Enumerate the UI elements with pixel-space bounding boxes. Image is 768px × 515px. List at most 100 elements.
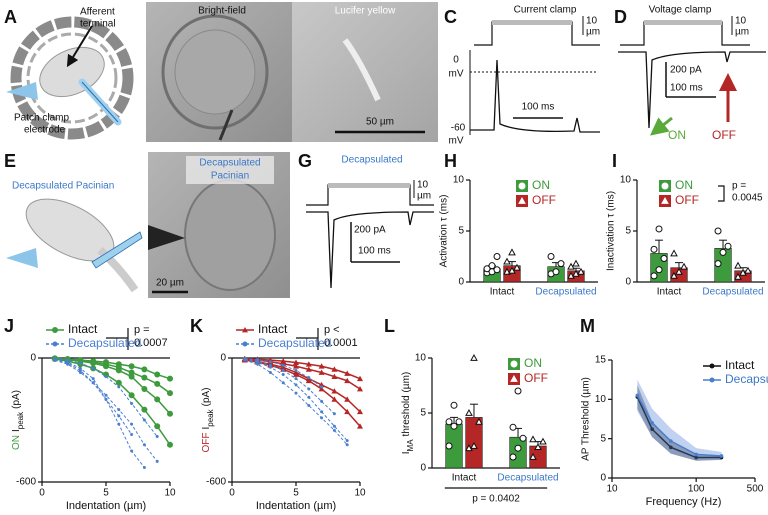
data-point xyxy=(694,455,698,460)
data-point xyxy=(117,408,121,412)
data-point xyxy=(281,373,285,377)
data-point xyxy=(53,357,57,361)
error-bar xyxy=(507,261,516,266)
data-point xyxy=(256,358,260,362)
data-point xyxy=(675,267,683,275)
panel-label: E xyxy=(4,151,16,171)
data-point xyxy=(734,272,742,280)
data-point xyxy=(475,417,483,425)
axis-label: mV xyxy=(449,136,464,147)
bar xyxy=(509,436,527,469)
data-point xyxy=(267,357,274,363)
data-point xyxy=(91,377,95,381)
data-point xyxy=(450,422,458,430)
legend-label: OFF xyxy=(524,371,548,385)
data-point xyxy=(307,376,311,380)
data-point xyxy=(294,368,298,372)
data-point xyxy=(547,253,555,260)
data-point xyxy=(155,435,159,439)
legend-marker xyxy=(518,196,526,204)
data-point xyxy=(104,393,108,397)
data-point xyxy=(141,374,148,381)
y-tick-label: 10 xyxy=(595,394,607,405)
x-tick-label: 5 xyxy=(103,488,109,499)
y-tick-label: -600 xyxy=(206,477,226,488)
y-tick-label: 0 xyxy=(420,463,426,474)
scale-label: µm xyxy=(586,27,600,38)
data-point xyxy=(655,225,663,233)
annotation: Decapsulated Pacinian xyxy=(12,181,114,192)
data-point xyxy=(268,360,272,364)
data-point xyxy=(650,427,654,432)
y-axis-label-part: (pA) xyxy=(201,387,212,406)
scale-bar-label: 50 µm xyxy=(366,117,394,128)
y-axis-label: AP Threshold (µm) xyxy=(581,377,592,461)
data-point xyxy=(719,454,724,458)
panel-label: K xyxy=(190,316,203,336)
data-point xyxy=(78,366,82,370)
data-point xyxy=(256,362,260,366)
micrograph-f: Decapsulated Pacinian 20 µm xyxy=(148,152,290,298)
y-tick-label: 0 xyxy=(600,473,606,484)
data-point xyxy=(503,257,511,265)
panel-label: C xyxy=(444,7,457,27)
y-tick-label: 10 xyxy=(415,353,427,364)
y-tick-label: 0 xyxy=(220,353,226,364)
data-point xyxy=(130,422,134,426)
data-point xyxy=(552,268,560,276)
scale-bar-label: 20 µm xyxy=(156,278,184,289)
data-point xyxy=(557,260,565,268)
data-point xyxy=(77,357,84,364)
annotation: p = xyxy=(732,181,746,192)
data-point xyxy=(268,370,272,374)
x-tick-label: 10 xyxy=(164,488,176,499)
data-point xyxy=(670,271,678,279)
y-tick-label: 10 xyxy=(453,175,465,186)
y-tick-label: 0 xyxy=(458,277,464,288)
trace-title: Decapsulated xyxy=(341,155,402,166)
data-point xyxy=(332,412,336,416)
data-point xyxy=(357,408,363,415)
data-point xyxy=(513,263,521,271)
data-point xyxy=(445,418,453,426)
data-point xyxy=(577,267,585,275)
legend-marker xyxy=(709,377,715,383)
data-point xyxy=(141,366,148,373)
data-point xyxy=(294,391,298,395)
x-tick-label: Decapsulated xyxy=(497,473,558,484)
data-point xyxy=(142,466,146,470)
data-point xyxy=(650,245,658,253)
data-point xyxy=(357,375,363,382)
data-point xyxy=(154,396,161,403)
x-tick-label: 100 xyxy=(688,484,705,495)
data-point xyxy=(331,388,338,394)
data-point xyxy=(130,449,134,453)
pacinian-schematic: Afferent terminal Patch clamp electrode xyxy=(6,7,134,140)
data-line xyxy=(244,359,361,427)
data-point xyxy=(117,414,121,418)
data-point xyxy=(529,435,537,443)
data-point xyxy=(154,380,161,387)
y-tick-label: 5 xyxy=(600,433,606,444)
error-band xyxy=(637,385,722,461)
data-point xyxy=(344,370,351,376)
panel-label: D xyxy=(614,7,627,27)
y-axis-label-part: OFF xyxy=(201,433,212,453)
data-line xyxy=(54,358,145,468)
scale-label: 100 ms xyxy=(522,102,555,113)
annotation: terminal xyxy=(80,19,116,30)
annotation: 0.0007 xyxy=(134,337,168,349)
data-point xyxy=(331,366,338,372)
legend-marker xyxy=(242,327,248,333)
scale-label: µm xyxy=(735,27,749,38)
panel-label: L xyxy=(384,316,395,336)
data-point xyxy=(142,443,146,447)
data-point xyxy=(660,255,668,263)
data-point xyxy=(103,371,109,378)
annotation: Afferent xyxy=(80,7,115,18)
decapsulated-trace: Decapsulated 10 µm 200 pA 100 ms xyxy=(306,155,434,289)
data-point xyxy=(154,371,161,378)
annotation: electrode xyxy=(24,125,66,136)
data-point xyxy=(117,422,121,426)
legend-marker xyxy=(52,327,58,333)
